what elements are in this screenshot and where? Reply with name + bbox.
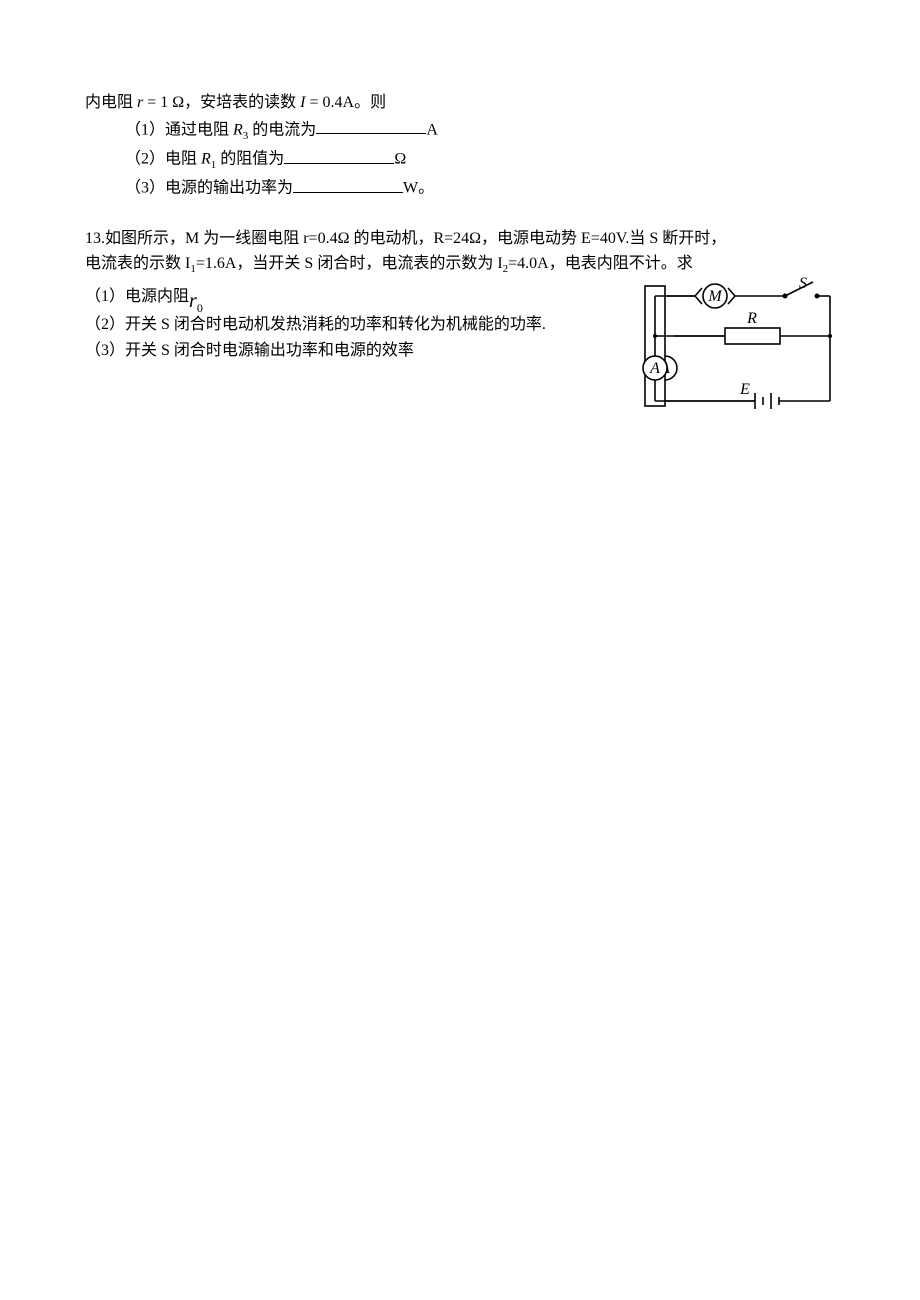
q12-R3-R: R [233, 121, 243, 138]
q12-part1-blank [316, 116, 426, 135]
q13-num: 13. [85, 230, 105, 247]
q12-R1-R: R [201, 151, 211, 168]
q13-r0-r: r [189, 290, 197, 312]
q13-line2b: =1.6A，当开关 S 闭合时，电流表的示数为 I [196, 255, 503, 272]
q13-line1-text: 如图所示，M 为一线圈电阻 r=0.4Ω 的电动机，R=24Ω，电源电动势 E=… [105, 230, 726, 247]
q12-part3: （3）电源的输出功率为 W。 [85, 174, 835, 201]
q13-p1-pre: （1）电源内阻 [85, 288, 189, 305]
q13-line2c: =4.0A，电表内阻不计。求 [508, 255, 693, 272]
q13-block: 13.如图所示，M 为一线圈电阻 r=0.4Ω 的电动机，R=24Ω，电源电动势… [85, 226, 835, 364]
q13-part3: （3）开关 S 闭合时电源输出功率和电源的效率 [85, 338, 675, 364]
q12-eq2: = 0.4A。则 [306, 94, 387, 111]
q12-intro-prefix: 内电阻 [85, 94, 137, 111]
q12-part3-unit: W。 [403, 180, 434, 197]
q13-line2: 电流表的示数 I1=1.6A，当开关 S 闭合时，电流表的示数为 I2=4.0A… [85, 251, 675, 279]
q13-p2-text: （2）开关 S 闭合时电动机发热消耗的功率和转化为机械能的功率. [85, 316, 546, 333]
q13-r0: r0 [189, 290, 203, 312]
q12-part2: （2）电阻 R1 的阻值为Ω [85, 145, 835, 174]
q12-part2-pre: （2）电阻 [125, 151, 201, 168]
q12-part2-blank [284, 145, 394, 164]
q12-part1: （1）通过电阻 R3 的电流为A [85, 116, 835, 145]
q13-line1: 13.如图所示，M 为一线圈电阻 r=0.4Ω 的电动机，R=24Ω，电源电动势… [85, 226, 675, 252]
q12-part1-post: 的电流为 [248, 121, 316, 138]
q12-part2-unit: Ω [394, 151, 406, 168]
q13-part2: （2）开关 S 闭合时电动机发热消耗的功率和转化为机械能的功率. [85, 312, 675, 338]
q12-intro: 内电阻 r = 1 Ω，安培表的读数 I = 0.4A。则 [85, 90, 835, 116]
svg-text:M: M [707, 288, 723, 305]
q12-eq1: = 1 Ω，安培表的读数 [143, 94, 300, 111]
svg-text:A: A [649, 360, 660, 377]
svg-text:E: E [739, 381, 750, 398]
q13-p3-text: （3）开关 S 闭合时电源输出功率和电源的效率 [85, 342, 414, 359]
q12-part1-unit: A [426, 121, 438, 138]
q12-part3-blank [293, 174, 403, 193]
circuit-diagram: M S [635, 276, 845, 416]
q13-r0-sub: 0 [197, 301, 203, 315]
q12-part1-pre: （1）通过电阻 [125, 121, 233, 138]
svg-text:S: S [799, 276, 807, 292]
q13-line2a: 电流表的示数 I [85, 255, 190, 272]
q13-part1: （1）电源内阻r0 [85, 279, 675, 312]
q12-part3-pre: （3）电源的输出功率为 [125, 180, 293, 197]
q12-part2-post: 的阻值为 [216, 151, 284, 168]
svg-text:R: R [746, 310, 757, 327]
